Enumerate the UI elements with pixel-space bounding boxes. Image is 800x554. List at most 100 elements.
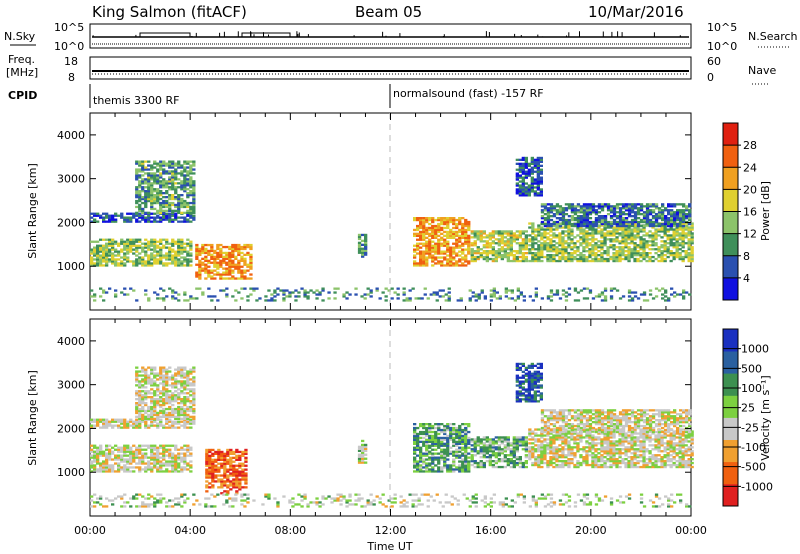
data-cell	[93, 466, 97, 469]
data-cell	[168, 209, 172, 212]
data-cell	[237, 269, 241, 272]
data-cell	[240, 273, 244, 276]
data-cell	[114, 462, 118, 465]
data-cell	[141, 242, 145, 245]
data-cell	[558, 257, 562, 261]
data-cell	[96, 456, 100, 459]
data-cell	[195, 245, 199, 249]
data-cell	[150, 366, 154, 369]
data-cell	[129, 216, 133, 219]
data-cell	[150, 420, 154, 423]
data-cell	[99, 466, 103, 469]
data-cell	[117, 450, 121, 453]
data-cell	[612, 232, 616, 235]
data-cell	[594, 218, 599, 222]
data-cell	[536, 168, 540, 171]
data-cell	[471, 291, 475, 294]
data-cell	[413, 248, 417, 251]
data-cell	[150, 256, 154, 259]
data-cell	[108, 454, 112, 457]
data-cell	[524, 194, 528, 197]
data-cell	[183, 218, 187, 221]
data-cell	[168, 413, 172, 417]
data-cell	[555, 228, 559, 231]
data-cell	[576, 248, 580, 251]
data-cell	[416, 252, 420, 255]
data-cell	[192, 384, 196, 387]
data-cell	[446, 244, 450, 247]
data-cell	[452, 428, 456, 432]
data-cell	[588, 248, 592, 251]
data-cell	[117, 454, 121, 457]
data-cell	[627, 289, 632, 292]
data-cell	[497, 244, 501, 247]
data-cell	[219, 265, 223, 268]
data-cell	[681, 230, 685, 233]
data-cell	[208, 462, 212, 465]
data-cell	[681, 246, 685, 249]
data-cell	[198, 273, 202, 276]
data-cell	[364, 233, 368, 237]
nsky-label: N.Sky	[4, 30, 36, 43]
data-cell	[455, 222, 459, 226]
data-cell	[609, 295, 614, 298]
data-cell	[159, 370, 163, 373]
data-cell	[455, 226, 459, 230]
data-cell	[479, 238, 483, 241]
data-cell	[630, 291, 635, 294]
data-cell	[678, 228, 682, 231]
data-cell	[461, 464, 465, 467]
data-cell	[396, 287, 400, 290]
data-cell	[591, 244, 595, 247]
data-cell	[177, 405, 181, 409]
data-cell	[479, 255, 483, 259]
data-cell	[518, 242, 522, 245]
data-cell	[249, 253, 253, 256]
data-cell	[141, 462, 145, 465]
data-cell	[144, 160, 148, 163]
data-cell	[521, 180, 525, 183]
data-cell	[425, 218, 429, 222]
data-cell	[570, 259, 574, 263]
data-cell	[552, 255, 556, 259]
data-cell	[615, 240, 619, 243]
data-cell	[670, 215, 674, 218]
data-cell	[546, 295, 551, 298]
data-cell	[183, 260, 187, 263]
data-cell	[540, 234, 544, 237]
data-cell	[108, 258, 112, 261]
data-cell	[138, 203, 142, 207]
data-cell	[232, 480, 236, 483]
data-cell	[138, 394, 142, 397]
data-cell	[177, 209, 181, 212]
data-cell	[156, 456, 160, 459]
data-cell	[129, 240, 133, 243]
data-cell	[491, 254, 495, 257]
data-cell	[207, 265, 211, 268]
data-cell	[437, 440, 441, 443]
data-cell	[615, 289, 620, 292]
data-cell	[153, 258, 157, 261]
data-cell	[192, 388, 196, 391]
data-cell	[241, 464, 245, 467]
data-cell	[144, 372, 148, 375]
data-cell	[657, 222, 662, 226]
data-cell	[174, 466, 178, 469]
data-cell	[449, 236, 453, 239]
data-cell	[102, 422, 106, 425]
data-cell	[449, 428, 453, 432]
data-cell	[585, 211, 590, 214]
data-cell	[150, 380, 154, 383]
data-cell	[588, 250, 592, 253]
data-cell	[416, 244, 420, 247]
data-cell	[144, 242, 148, 245]
data-cell	[105, 464, 109, 467]
data-cell	[531, 240, 535, 243]
data-cell	[521, 182, 525, 185]
data-cell	[546, 224, 551, 228]
data-cell	[639, 244, 643, 247]
data-cell	[600, 236, 604, 239]
data-cell	[156, 260, 160, 263]
data-cell	[567, 230, 571, 233]
